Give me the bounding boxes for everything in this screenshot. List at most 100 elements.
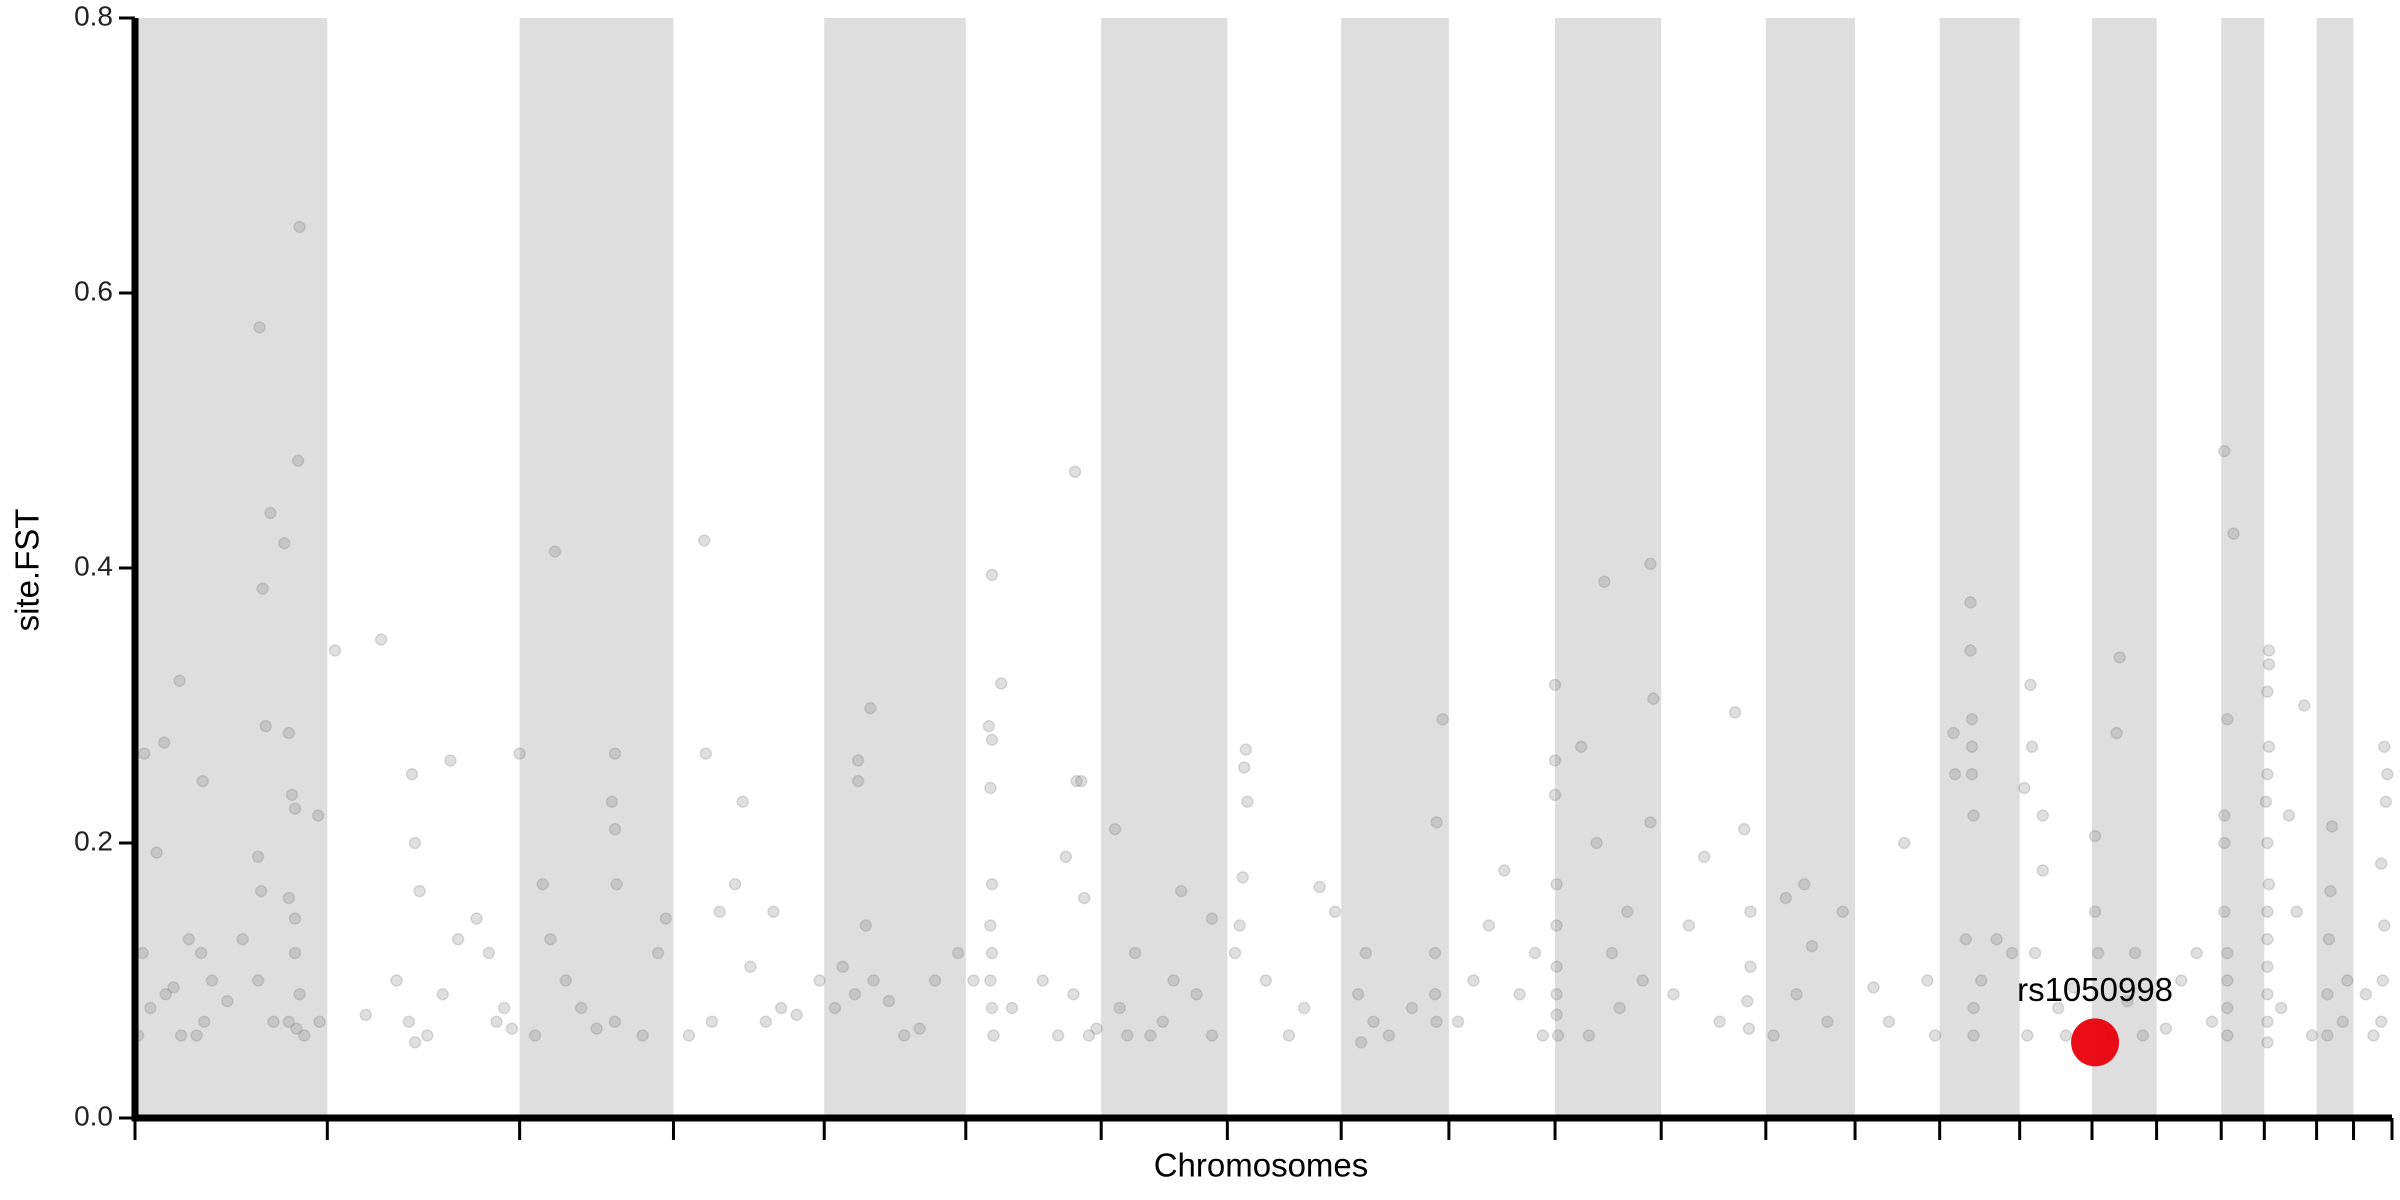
point bbox=[1068, 465, 1082, 478]
point bbox=[682, 1029, 696, 1042]
point bbox=[282, 1015, 296, 1028]
point bbox=[559, 974, 573, 987]
point bbox=[759, 1015, 773, 1028]
point bbox=[864, 702, 877, 715]
point bbox=[967, 974, 980, 987]
point bbox=[1582, 1029, 1596, 1042]
point bbox=[728, 878, 742, 891]
point bbox=[1082, 1029, 1096, 1042]
point bbox=[359, 1008, 373, 1022]
point bbox=[605, 795, 619, 808]
point bbox=[2159, 1022, 2173, 1035]
point bbox=[985, 1001, 999, 1015]
point bbox=[2218, 444, 2231, 458]
point bbox=[608, 747, 622, 760]
point bbox=[1238, 761, 1251, 774]
point bbox=[574, 1001, 588, 1015]
point bbox=[2321, 1029, 2334, 1042]
y-tick-label: 0.6 bbox=[74, 275, 113, 306]
point bbox=[590, 1022, 603, 1035]
point bbox=[1550, 878, 1563, 891]
point bbox=[1821, 1015, 1834, 1028]
point bbox=[2376, 974, 2390, 987]
point bbox=[1113, 1001, 1126, 1015]
point bbox=[293, 988, 306, 1001]
point bbox=[444, 754, 457, 767]
point bbox=[636, 1029, 649, 1042]
point bbox=[150, 846, 163, 859]
chromosome-band bbox=[2221, 18, 2265, 1118]
point bbox=[882, 994, 896, 1008]
point bbox=[1947, 726, 1960, 740]
point bbox=[2367, 1029, 2380, 1042]
point bbox=[167, 981, 180, 994]
point bbox=[1548, 788, 1562, 802]
point bbox=[1779, 891, 1793, 905]
point bbox=[2274, 1001, 2288, 1015]
point bbox=[254, 884, 268, 898]
point bbox=[1550, 960, 1563, 973]
point bbox=[1354, 1036, 1368, 1049]
point bbox=[2305, 1029, 2319, 1042]
point bbox=[699, 747, 713, 760]
point bbox=[173, 674, 186, 687]
point bbox=[985, 568, 999, 582]
point bbox=[2121, 994, 2134, 1008]
chromosome-band bbox=[2091, 18, 2157, 1118]
point bbox=[994, 677, 1008, 690]
point bbox=[2261, 768, 2274, 781]
point bbox=[2036, 864, 2050, 877]
point bbox=[1967, 1029, 1980, 1042]
point bbox=[1233, 919, 1246, 932]
point bbox=[2325, 820, 2339, 833]
point bbox=[470, 912, 483, 925]
point bbox=[2261, 988, 2274, 1001]
point bbox=[264, 506, 277, 520]
point bbox=[297, 1029, 311, 1042]
chromosome-band bbox=[824, 18, 966, 1118]
point bbox=[1682, 919, 1696, 932]
point bbox=[2218, 905, 2231, 918]
point bbox=[290, 1022, 303, 1035]
chromosome-band bbox=[1939, 18, 2020, 1118]
chromosome-bands bbox=[135, 18, 2354, 1118]
point bbox=[291, 454, 305, 467]
point bbox=[2221, 1029, 2234, 1042]
point bbox=[282, 726, 296, 740]
point bbox=[610, 878, 623, 891]
point bbox=[1965, 740, 1979, 753]
chromosome-band bbox=[519, 18, 674, 1118]
point bbox=[2088, 829, 2102, 843]
point bbox=[1965, 768, 1979, 781]
point bbox=[1241, 795, 1254, 808]
point bbox=[2262, 740, 2276, 753]
point bbox=[1921, 974, 1934, 987]
point bbox=[928, 974, 942, 987]
point bbox=[313, 1015, 326, 1028]
chromosome-band bbox=[1765, 18, 1856, 1118]
point bbox=[1078, 891, 1091, 905]
point bbox=[2322, 933, 2336, 946]
point bbox=[2128, 946, 2142, 960]
point bbox=[828, 1001, 842, 1015]
point bbox=[2174, 974, 2188, 987]
chromosome-band bbox=[1555, 18, 1662, 1118]
point bbox=[1790, 988, 1803, 1001]
point bbox=[1428, 988, 1442, 1001]
point bbox=[2067, 981, 2080, 994]
point bbox=[2024, 678, 2037, 692]
point bbox=[2261, 905, 2274, 918]
point bbox=[985, 878, 999, 891]
point bbox=[2359, 988, 2373, 1001]
point bbox=[1738, 823, 1751, 836]
point bbox=[1621, 905, 1634, 918]
point bbox=[2374, 1015, 2388, 1028]
point bbox=[1405, 1001, 1419, 1015]
point bbox=[1282, 1029, 1296, 1042]
y-tick-label: 0.4 bbox=[74, 550, 113, 581]
point bbox=[2025, 740, 2039, 753]
point bbox=[2290, 905, 2303, 918]
point bbox=[1074, 774, 1088, 788]
point bbox=[1965, 713, 1979, 726]
